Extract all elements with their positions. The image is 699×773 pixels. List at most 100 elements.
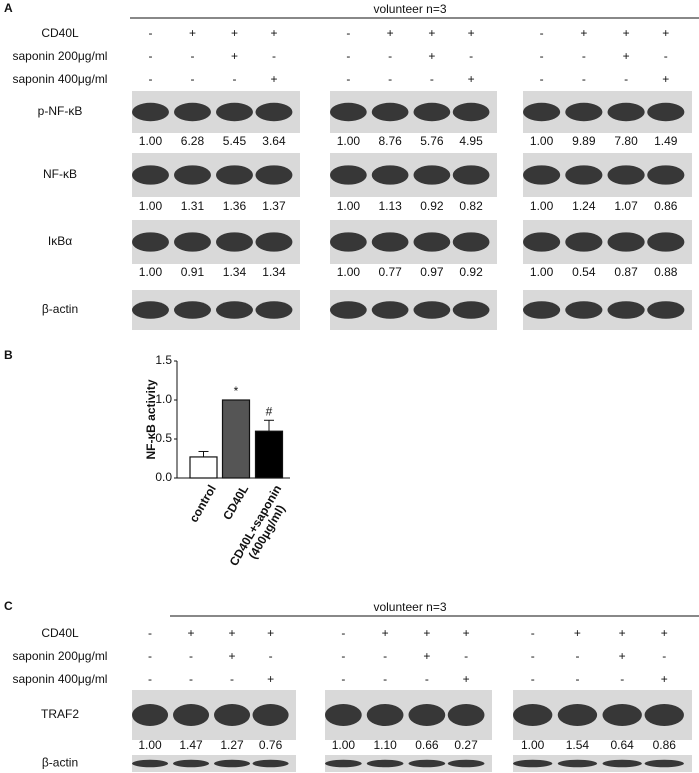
treatment-sign: - (269, 649, 273, 663)
treatment-sign: - (624, 72, 628, 86)
quantification: 0.88 (654, 265, 678, 279)
treatment-sign: + (382, 626, 389, 640)
quantification: 0.66 (415, 738, 439, 752)
treatment-sign: - (148, 26, 152, 40)
treatment-sign: - (531, 672, 535, 686)
quantification: 1.34 (262, 265, 286, 279)
treatment-sign: + (623, 26, 630, 40)
quantification: 1.54 (566, 738, 590, 752)
quantification: 6.28 (181, 134, 205, 148)
blot-band (216, 232, 253, 252)
blot-band (325, 704, 362, 726)
blot-band (174, 232, 211, 252)
blot-band (607, 232, 645, 252)
treatment-sign: + (468, 26, 475, 40)
blot-band (452, 165, 490, 185)
treatment-sign: + (619, 649, 626, 663)
treatment-sign: - (662, 649, 666, 663)
blot-label: TRAF2 (41, 707, 79, 721)
bar (221, 399, 251, 479)
blot-band (366, 759, 404, 768)
quantification: 0.92 (459, 265, 483, 279)
quantification: 0.92 (420, 199, 444, 213)
blot-band (565, 232, 603, 252)
quantification: 0.86 (653, 738, 677, 752)
blot-band (371, 232, 409, 252)
panel-header: volunteer n=3 (373, 600, 446, 614)
quantification: 1.00 (139, 199, 163, 213)
y-tick-label: 0.0 (155, 470, 172, 484)
quantification: 7.80 (614, 134, 638, 148)
y-tick-label: 1.0 (155, 392, 172, 406)
treatment-sign: - (190, 72, 194, 86)
quantification: 1.00 (337, 265, 361, 279)
quantification: 1.34 (223, 265, 247, 279)
treatment-sign: - (341, 626, 345, 640)
treatment-sign: - (464, 649, 468, 663)
blot-band (371, 301, 409, 319)
blot-band (647, 301, 685, 319)
treatment-sign: + (188, 626, 195, 640)
quantification: 1.00 (530, 199, 554, 213)
treatment-sign: + (574, 626, 581, 640)
blot-band (216, 102, 253, 122)
panel-label: A (4, 1, 13, 15)
blot-band (452, 301, 490, 319)
blot-band (255, 232, 293, 252)
quantification: 1.00 (337, 199, 361, 213)
blot-band (174, 165, 211, 185)
blot-label: p-NF-κB (38, 104, 83, 118)
quantification: 1.00 (530, 134, 554, 148)
quantification: 0.97 (420, 265, 444, 279)
treatment-sign: - (148, 626, 152, 640)
treatment-label: CD40L (41, 626, 79, 640)
quantification: 1.00 (139, 134, 163, 148)
blot-band (132, 301, 169, 319)
treatment-sign: - (346, 49, 350, 63)
blot-label: β-actin (42, 302, 78, 316)
blot-label: IκBα (48, 234, 72, 248)
blot-band (216, 165, 253, 185)
quantification: 0.76 (259, 738, 283, 752)
blot-band (252, 704, 289, 726)
blot-band (607, 301, 645, 319)
quantification: 1.13 (378, 199, 402, 213)
blot-band (132, 102, 169, 122)
panel-label: C (4, 599, 13, 613)
treatment-sign: + (423, 649, 430, 663)
blot-band (216, 301, 253, 319)
blot-band (647, 165, 685, 185)
treatment-sign: + (428, 26, 435, 40)
y-tick-label: 1.5 (155, 353, 172, 367)
blot-band (132, 165, 169, 185)
quantification: 4.95 (459, 134, 483, 148)
treatment-label: saponin 200μg/ml (13, 649, 108, 663)
blot-band (325, 759, 362, 768)
quantification: 1.00 (521, 738, 545, 752)
blot-band (565, 102, 603, 122)
blot-band (330, 301, 367, 319)
treatment-sign: - (582, 72, 586, 86)
blot-band (255, 165, 293, 185)
treatment-sign: - (148, 49, 152, 63)
blot-band (214, 759, 251, 768)
blot-band (523, 102, 561, 122)
treatment-sign: - (341, 649, 345, 663)
blot-band (173, 704, 210, 726)
treatment-sign: - (531, 649, 535, 663)
blot-band (366, 704, 404, 726)
blot-band (371, 102, 409, 122)
quantification: 1.00 (337, 134, 361, 148)
quantification: 1.36 (223, 199, 247, 213)
blot-band (132, 759, 169, 768)
treatment-sign: - (346, 72, 350, 86)
treatment-sign: + (661, 672, 668, 686)
treatment-sign: - (425, 672, 429, 686)
blot-band (447, 704, 485, 726)
blot-band (452, 102, 490, 122)
quantification: 1.00 (138, 738, 162, 752)
blot-band (447, 759, 485, 768)
treatment-sign: - (575, 649, 579, 663)
treatment-sign: - (341, 672, 345, 686)
treatment-label: saponin 400μg/ml (13, 72, 108, 86)
